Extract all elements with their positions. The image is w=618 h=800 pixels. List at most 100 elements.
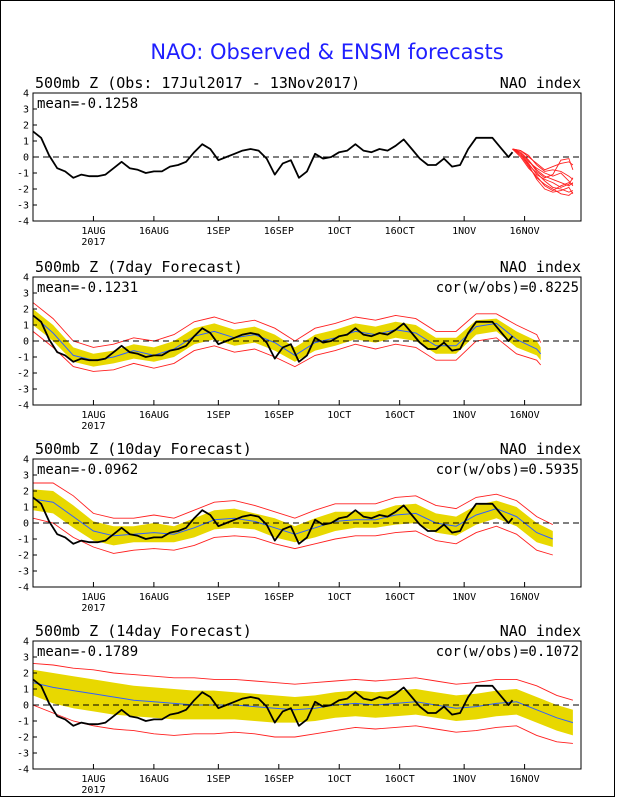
panel-index-label: NAO index [500, 440, 581, 458]
member-line-4 [512, 148, 574, 196]
y-tick-label: 1 [23, 137, 29, 148]
y-tick-label: 1 [23, 503, 29, 514]
x-year-label: 2017 [81, 237, 105, 248]
x-tick-label: 16SEP [264, 774, 294, 785]
y-tick-label: 1 [23, 685, 29, 696]
member-line-8 [512, 148, 574, 192]
y-tick-label: -4 [17, 583, 29, 594]
panel-title: 500mb Z (10day Forecast) [35, 440, 252, 458]
x-year-label: 2017 [81, 785, 105, 796]
y-tick-label: -3 [17, 749, 29, 760]
x-tick-label: 1NOV [452, 592, 476, 603]
x-tick-label: 16NOV [510, 592, 540, 603]
ensemble-mean-line [33, 315, 542, 361]
x-tick-label: 16OCT [385, 592, 415, 603]
correlation-stat: cor(w/obs)=0.8225 [436, 280, 579, 296]
member-max-line [33, 662, 574, 701]
x-tick-label: 16OCT [385, 226, 415, 237]
y-tick-label: 3 [23, 653, 29, 664]
x-tick-label: 16SEP [264, 592, 294, 603]
y-tick-label: -2 [17, 733, 29, 744]
x-year-label: 2017 [81, 421, 105, 432]
mean-stat: mean=-0.1789 [37, 644, 138, 660]
y-tick-label: 3 [23, 105, 29, 116]
y-tick-label: -3 [17, 567, 29, 578]
x-tick-label: 16OCT [385, 410, 415, 421]
plot-area-f10 [33, 482, 581, 556]
spread-band [33, 489, 553, 547]
panel-index-label: NAO index [500, 622, 581, 640]
correlation-stat: cor(w/obs)=0.1072 [436, 644, 579, 660]
plot-area-f7 [33, 302, 581, 372]
x-tick-label: 16NOV [510, 226, 540, 237]
x-tick-label: 1SEP [206, 774, 230, 785]
mean-stat: mean=-0.0962 [37, 462, 138, 478]
observed-line [33, 130, 514, 179]
member-min-line [33, 331, 542, 372]
y-tick-label: 4 [23, 637, 29, 648]
spread-band [33, 309, 541, 367]
mean-stat: mean=-0.1258 [37, 96, 138, 112]
x-tick-label: 16AUG [139, 774, 169, 785]
x-tick-label: 1NOV [452, 774, 476, 785]
x-tick-label: 1OCT [327, 226, 351, 237]
y-tick-label: 2 [23, 669, 29, 680]
y-tick-label: 0 [23, 337, 29, 348]
member-min-line [33, 517, 553, 556]
y-tick-label: -3 [17, 201, 29, 212]
figure-title: NAO: Observed & ENSM forecasts [150, 40, 503, 64]
y-tick-label: -1 [17, 169, 29, 180]
y-tick-label: -2 [17, 185, 29, 196]
y-tick-label: -4 [17, 401, 29, 412]
x-tick-label: 16NOV [510, 774, 540, 785]
x-tick-label: 16SEP [264, 226, 294, 237]
x-year-label: 2017 [81, 603, 105, 614]
y-tick-label: 4 [23, 273, 29, 284]
x-tick-label: 1OCT [327, 592, 351, 603]
x-tick-label: 1AUG [81, 226, 105, 237]
x-tick-label: 16NOV [510, 410, 540, 421]
panel-index-label: NAO index [500, 74, 581, 92]
y-tick-label: 4 [23, 89, 29, 100]
y-tick-label: -1 [17, 353, 29, 364]
member-line-7 [512, 148, 574, 180]
spread-band [33, 669, 573, 736]
x-tick-label: 1OCT [327, 410, 351, 421]
y-tick-label: 0 [23, 519, 29, 530]
x-tick-label: 16OCT [385, 774, 415, 785]
y-tick-label: -4 [17, 765, 29, 776]
y-tick-label: 3 [23, 289, 29, 300]
x-tick-label: 1NOV [452, 410, 476, 421]
x-tick-label: 16AUG [139, 226, 169, 237]
y-tick-label: 2 [23, 487, 29, 498]
member-max-line [33, 482, 554, 526]
x-tick-label: 1AUG [81, 774, 105, 785]
x-tick-label: 1SEP [206, 226, 230, 237]
panel-index-label: NAO index [500, 258, 581, 276]
x-tick-label: 1SEP [206, 410, 230, 421]
y-tick-label: 1 [23, 321, 29, 332]
y-tick-label: -1 [17, 717, 29, 728]
x-tick-label: 16AUG [139, 592, 169, 603]
y-tick-label: -4 [17, 217, 29, 228]
observed-line [33, 496, 514, 545]
y-tick-label: 0 [23, 701, 29, 712]
member-min-line [33, 704, 573, 744]
plot-area-f14 [33, 662, 581, 744]
y-tick-label: 2 [23, 121, 29, 132]
x-tick-label: 16SEP [264, 410, 294, 421]
correlation-stat: cor(w/obs)=0.5935 [436, 462, 579, 478]
mean-stat: mean=-0.1231 [37, 280, 138, 296]
y-tick-label: -2 [17, 551, 29, 562]
y-tick-label: 3 [23, 471, 29, 482]
y-tick-label: 2 [23, 305, 29, 316]
panel-title: 500mb Z (Obs: 17Jul2017 - 13Nov2017) [35, 74, 360, 92]
member-line-3 [512, 148, 574, 171]
panel-title: 500mb Z (14day Forecast) [35, 622, 252, 640]
